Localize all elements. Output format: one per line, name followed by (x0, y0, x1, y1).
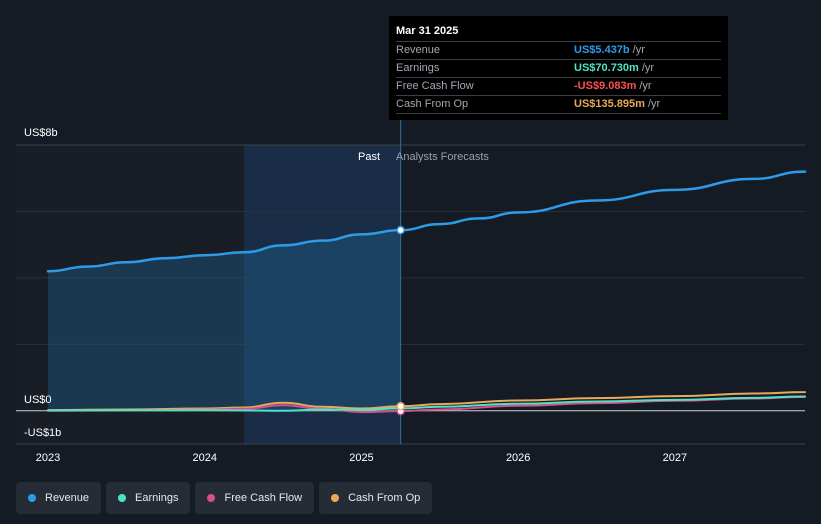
x-tick-label: 2023 (36, 452, 60, 464)
legend-label: Revenue (45, 492, 90, 504)
tooltip-value: US$5.437b (574, 44, 630, 56)
forecast-label: Analysts Forecasts (396, 151, 489, 163)
tooltip-value: US$70.730m (574, 62, 639, 74)
legend-item-earnings[interactable]: Earnings (106, 482, 191, 514)
marker-cash-from-op (396, 402, 405, 411)
y-axis-bottom-label: -US$1b (24, 427, 61, 439)
tooltip-row-earnings: Earnings US$70.730m /yr (396, 59, 721, 77)
x-axis-ticks: 2023 2024 2025 2026 2027 (36, 452, 687, 464)
legend-label: Free Cash Flow (224, 492, 303, 504)
tooltip: Mar 31 2025 Revenue US$5.437b /yr Earnin… (389, 16, 728, 120)
series-line-cash-from-op (47, 391, 806, 412)
tooltip-unit: /yr (632, 44, 645, 56)
tooltip-unit: /yr (647, 98, 661, 110)
legend-item-revenue[interactable]: Revenue (16, 482, 102, 514)
tooltip-row-revenue: Revenue US$5.437b /yr (396, 41, 721, 59)
x-tick-label: 2024 (192, 452, 216, 464)
tooltip-date: Mar 31 2025 (396, 25, 459, 37)
legend-dot-icon (118, 494, 127, 502)
tooltip-value: -US$9.083m (574, 80, 637, 92)
y-axis-zero-label: US$0 (24, 394, 52, 406)
tooltip-label: Earnings (396, 62, 440, 74)
legend-label: Earnings (135, 492, 179, 504)
legend-dot-icon (331, 494, 340, 502)
tooltip-row-free-cash-flow: Free Cash Flow -US$9.083m /yr (396, 77, 721, 95)
y-axis-top-label: US$8b (24, 127, 58, 139)
series-line-earnings (47, 395, 806, 412)
tooltip-row-cash-from-op: Cash From Op US$135.895m /yr (396, 95, 721, 114)
tooltip-label: Free Cash Flow (396, 80, 474, 92)
marker-revenue (396, 225, 405, 235)
series-line-revenue (46, 170, 807, 273)
series-lines (46, 170, 807, 414)
legend-item-free-cash-flow[interactable]: Free Cash Flow (195, 482, 315, 514)
legend: Revenue Earnings Free Cash Flow Cash Fro… (16, 482, 433, 514)
x-tick-label: 2027 (663, 452, 687, 464)
tooltip-unit: /yr (639, 80, 652, 92)
legend-item-cash-from-op[interactable]: Cash From Op (319, 482, 433, 514)
legend-label: Cash From Op (348, 492, 421, 504)
x-tick-label: 2026 (506, 452, 530, 464)
highlight-band (243, 145, 401, 444)
tooltip-label: Revenue (396, 44, 441, 56)
revenue-area (48, 230, 401, 411)
legend-dot-icon (207, 494, 216, 502)
past-label: Past (358, 151, 380, 163)
markers (396, 225, 405, 416)
legend-dot-icon (28, 494, 36, 502)
tooltip-value: US$135.895m (574, 98, 645, 110)
tooltip-unit: /yr (641, 62, 655, 74)
x-tick-label: 2025 (349, 452, 373, 464)
tooltip-label: Cash From Op (396, 98, 469, 110)
